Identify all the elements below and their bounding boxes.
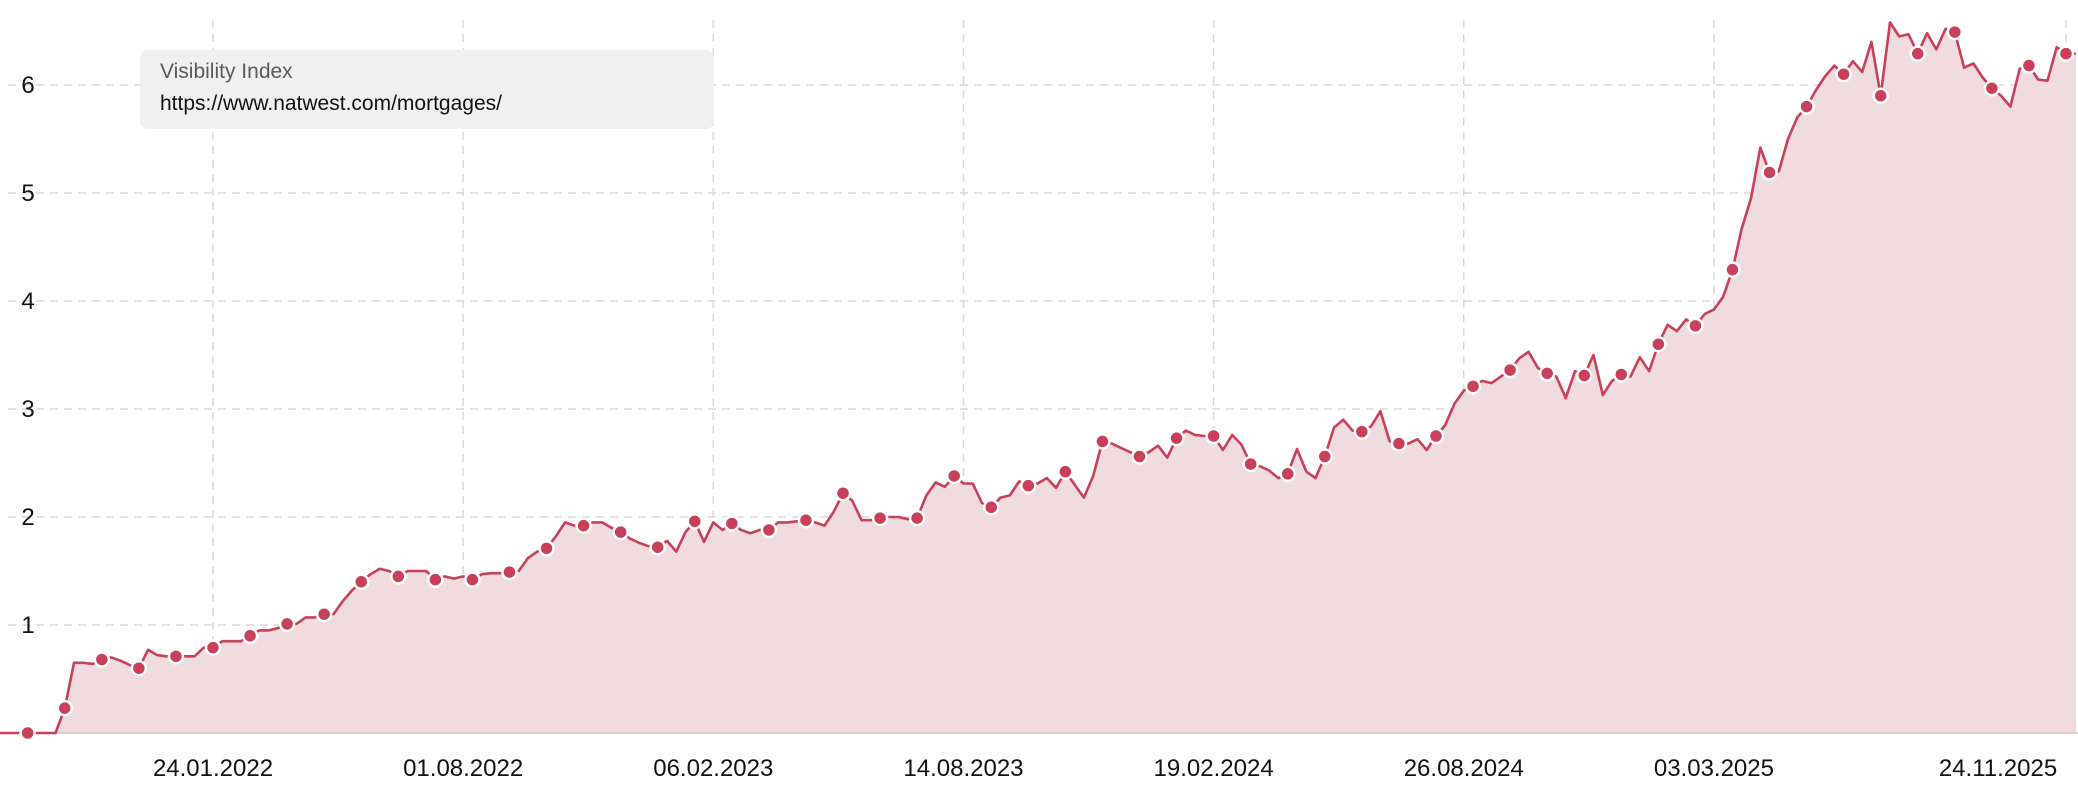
y-tick-label: 6	[21, 72, 34, 99]
data-point-marker	[871, 509, 889, 527]
data-point-marker	[1613, 366, 1630, 383]
data-point-marker	[1427, 427, 1445, 445]
data-point-marker	[1798, 98, 1815, 115]
data-point-marker	[612, 523, 629, 541]
x-tick-label: 14.08.2023	[903, 755, 1023, 782]
y-tick-label: 4	[21, 288, 34, 315]
data-point-marker	[760, 521, 778, 539]
data-point-marker	[1316, 448, 1334, 465]
series-legend-tooltip: Visibility Index https://www.natwest.com…	[140, 50, 714, 129]
data-point-marker	[1242, 455, 1259, 473]
data-point-marker	[1575, 367, 1593, 384]
data-point-marker	[1353, 423, 1371, 440]
data-point-marker	[1464, 378, 1482, 395]
data-point-marker	[575, 517, 592, 534]
data-point-marker	[1020, 477, 1037, 494]
data-point-marker	[241, 627, 259, 645]
series-line	[0, 21, 2076, 735]
data-point-marker	[983, 499, 1000, 516]
x-tick-label: 19.02.2024	[1154, 755, 1274, 782]
data-point-marker	[797, 511, 815, 529]
y-tick-label: 1	[21, 612, 34, 639]
data-point-marker	[1983, 79, 2001, 97]
data-point-marker	[1390, 435, 1408, 452]
data-point-marker	[1724, 261, 1741, 278]
data-point-marker	[464, 571, 481, 588]
data-point-marker	[1057, 463, 1074, 480]
y-axis-ticks: 1 2 3 4 5 6	[21, 72, 34, 639]
data-point-marker	[93, 651, 111, 668]
data-point-marker	[1205, 427, 1222, 445]
x-tick-label: 24.11.2025	[1939, 755, 2057, 782]
data-point-marker	[352, 573, 370, 591]
data-point-marker	[167, 648, 185, 665]
data-point-marker	[1501, 361, 1519, 379]
data-point-marker	[1279, 465, 1296, 483]
x-tick-label: 01.08.2022	[403, 755, 523, 782]
data-point-marker	[278, 615, 296, 633]
x-axis-ticks: 24.01.2022 01.08.2022 06.02.2023 14.08.2023…	[153, 755, 2057, 782]
data-point-marker	[1538, 365, 1556, 382]
data-point-marker	[834, 484, 852, 502]
data-point-marker	[945, 467, 963, 485]
data-point-marker	[2057, 45, 2075, 62]
data-point-marker	[1131, 448, 1148, 465]
x-tick-label: 06.02.2023	[653, 755, 773, 782]
data-point-marker	[56, 699, 74, 717]
x-tick-label: 03.03.2025	[1654, 755, 1774, 782]
data-point-marker	[686, 513, 704, 530]
data-point-marker	[315, 605, 333, 623]
data-point-marker	[427, 571, 444, 588]
data-point-marker	[1909, 45, 1927, 62]
data-point-marker	[1687, 317, 1704, 335]
data-point-marker	[1094, 433, 1111, 450]
x-tick-label: 24.01.2022	[153, 755, 273, 782]
data-point-marker	[649, 538, 666, 556]
data-point-marker	[1168, 429, 1185, 447]
series-area	[0, 22, 2076, 733]
x-tick-label: 26.08.2024	[1404, 755, 1524, 782]
y-tick-label: 5	[21, 180, 34, 207]
data-point-marker	[1761, 164, 1778, 181]
data-point-marker	[2020, 57, 2038, 74]
data-point-marker	[723, 515, 741, 532]
data-point-marker	[130, 659, 148, 677]
series-markers	[19, 23, 2075, 742]
data-point-marker	[390, 568, 407, 585]
data-point-marker	[538, 540, 555, 557]
legend-url: https://www.natwest.com/mortgages/	[160, 92, 502, 115]
data-point-marker	[1650, 335, 1667, 353]
data-point-marker	[1946, 23, 1964, 41]
data-point-marker	[908, 509, 926, 527]
data-point-marker	[1872, 87, 1889, 105]
y-tick-label: 3	[21, 396, 34, 423]
y-tick-label: 2	[21, 504, 34, 531]
data-point-marker	[501, 563, 518, 581]
data-point-marker	[1835, 65, 1852, 83]
legend-title: Visibility Index	[160, 60, 293, 83]
data-point-marker	[19, 724, 36, 742]
data-point-marker	[204, 639, 222, 656]
